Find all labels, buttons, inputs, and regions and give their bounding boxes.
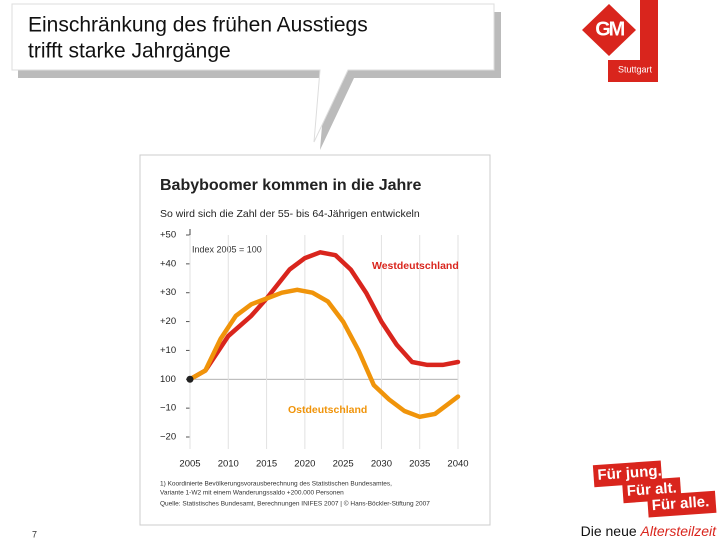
chart-panel	[139, 154, 491, 526]
annotation: Index 2005 = 100	[192, 244, 262, 254]
series-line	[187, 250, 461, 382]
x-tick-label: 2015	[256, 459, 277, 470]
series-label: Westdeutschland	[372, 260, 459, 272]
note: 1) Koordinierte Bevölkerungsvorausberech…	[160, 481, 392, 488]
y-tick-label: −20	[160, 432, 176, 443]
slide-title: trifft starke Jahrgänge	[28, 40, 231, 63]
logo-mark: G	[595, 18, 611, 40]
footer-prefix: Die neue	[581, 523, 637, 539]
x-tick-label: 2030	[371, 459, 392, 470]
chart-subtitle: So wird sich die Zahl der 55- bis 64-Jäh…	[160, 208, 420, 220]
x-tick-label: 2020	[294, 459, 315, 470]
chart-title: Babyboomer kommen in die Jahre	[160, 177, 422, 194]
y-tick-label: +10	[160, 345, 176, 356]
speech-bubble	[11, 3, 495, 143]
page-number: 7	[32, 529, 37, 539]
logo-mark: M	[609, 18, 626, 40]
note: Variante 1-W2 mit einem Wanderungssaldo …	[160, 490, 344, 497]
y-tick-label: −10	[160, 403, 176, 414]
origin-dot	[186, 375, 194, 383]
slogan-line: Für alle.	[651, 493, 710, 514]
y-tick-label: +20	[160, 316, 176, 327]
y-tick-label: +30	[160, 287, 176, 298]
slogan: Für jung. Für alt. Für alle.	[592, 460, 717, 518]
series-line	[187, 287, 461, 420]
location: Stuttgart	[618, 64, 653, 74]
x-tick-label: 2010	[218, 459, 239, 470]
sticker	[647, 490, 717, 518]
series-label: Ostdeutschland	[288, 404, 367, 416]
y-tick-label: 100	[160, 374, 176, 385]
slide-title: Einschränkung des frühen Ausstiegs	[28, 14, 368, 37]
footer: Die neue Altersteilzeit	[581, 523, 718, 539]
x-tick-label: 2005	[179, 459, 200, 470]
y-tick-label: +50	[160, 230, 176, 241]
footer-highlight: Altersteilzeit	[640, 523, 718, 539]
logo	[582, 4, 636, 56]
y-tick-label: +40	[160, 258, 176, 269]
note: Quelle: Statistisches Bundesamt, Berechn…	[160, 500, 430, 508]
plot: +50 +40 +30 +20 +10 100 −10 −20 2005 2010 2015 2020…	[160, 229, 469, 470]
x-tick-label: 2040	[447, 459, 468, 470]
slogan-line: Für jung.	[597, 462, 662, 483]
x-tick-label: 2035	[409, 459, 430, 470]
x-tick-label: 2025	[333, 459, 354, 470]
